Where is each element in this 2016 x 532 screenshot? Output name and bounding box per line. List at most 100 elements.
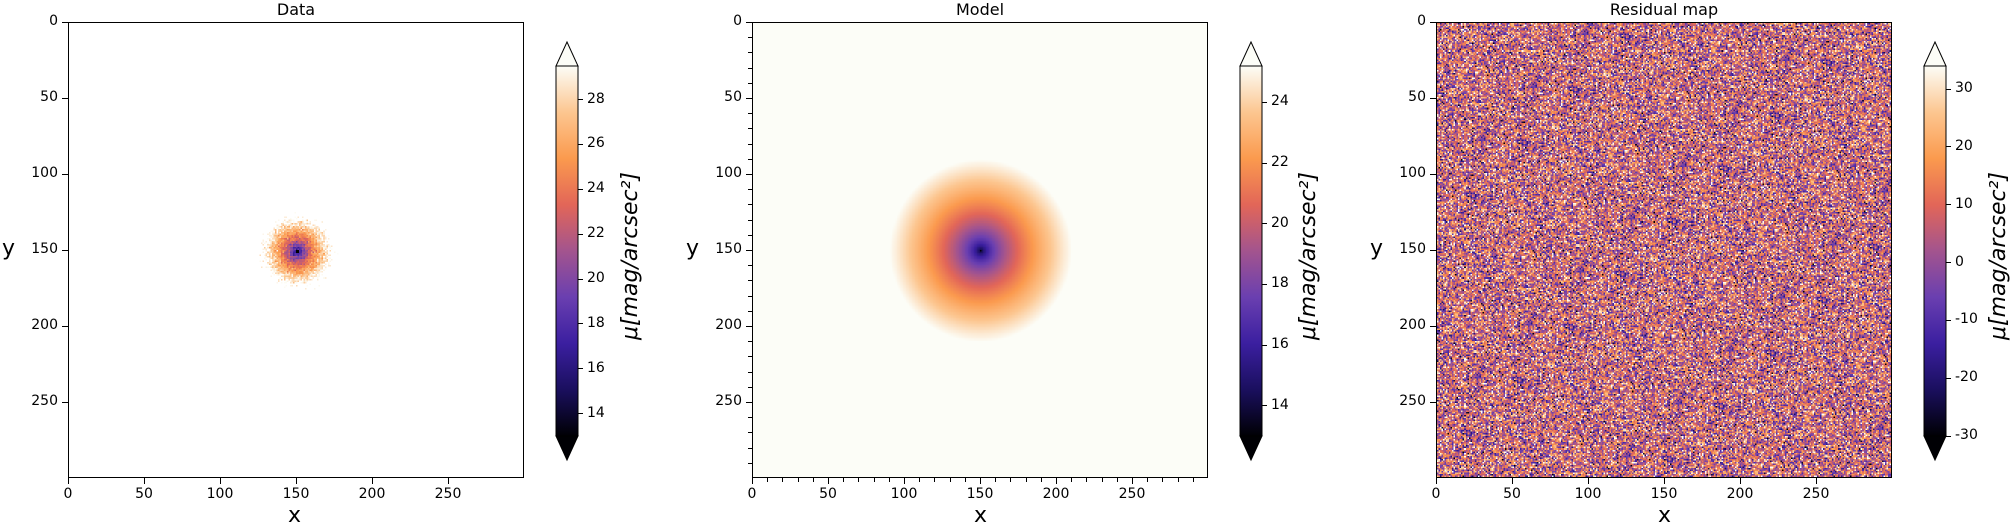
colorbar-tick-mark [1946,262,1951,264]
x-tick-mark [447,478,449,484]
y-tick-mark [1430,97,1436,99]
colorbar-tick-label: -20 [1955,369,1978,386]
colorbar-tick-mark [1262,344,1267,346]
y-minor-tick [748,219,752,221]
y-tick-mark [1430,401,1436,403]
x-minor-tick [964,478,966,482]
x-tick-mark [1663,478,1665,484]
chart-title: Data [276,0,316,19]
y-tick-mark [746,173,752,175]
x-minor-tick [1025,478,1027,482]
chart-title: Residual map [1609,0,1719,19]
y-minor-tick [748,386,752,388]
x-tick-label: 50 [135,486,153,502]
colorbar-tick-mark [1262,283,1267,285]
y-minor-tick [748,447,752,449]
x-tick-label: 250 [1802,486,1830,502]
colorbar-tick-label: 16 [1271,336,1289,353]
colorbar-gradient [556,66,578,436]
colorbar-tick-mark [1946,88,1951,90]
colorbar-extend-max [1923,40,1947,67]
y-tick-mark [1430,325,1436,327]
x-minor-tick [995,478,997,482]
colorbar-tick-label: 18 [587,314,605,331]
colorbar-label: μ[mag/arcsec²] [1986,172,2011,340]
y-tick-label: 250 [1399,393,1426,409]
colorbar-tick-label: 24 [587,180,605,197]
colorbar-outline [1239,65,1263,437]
colorbar-tick-mark [1946,435,1951,437]
colorbar-tick-mark [578,368,583,370]
colorbar-tick-mark [578,99,583,101]
colorbar-tick-label: 16 [587,359,605,376]
x-minor-tick [843,478,845,482]
y-minor-tick [748,280,752,282]
x-tick-label: 200 [358,486,386,502]
y-tick-label: 50 [724,89,742,105]
x-minor-tick [1086,478,1088,482]
x-minor-tick [1177,478,1179,482]
heatmap-plot-area [68,22,524,478]
y-minor-tick [748,310,752,312]
y-tick-mark [1430,173,1436,175]
x-tick-label: 200 [1042,486,1070,502]
heatmap-image [753,23,1207,477]
y-tick-mark [1430,249,1436,251]
y-tick-label: 0 [1417,13,1426,29]
x-tick-label: 50 [819,486,837,502]
x-tick-mark [143,478,145,484]
panel-data: Data x y 0 50 100 150 200 250 0 50 100 150 200 250 … [0,0,672,532]
x-tick-mark [219,478,221,484]
x-minor-tick [888,478,890,482]
x-minor-tick [767,478,769,482]
x-tick-mark [903,478,905,484]
colorbar-tick-mark [1262,223,1267,225]
y-tick-mark [62,325,68,327]
x-tick-label: 100 [1574,486,1602,502]
colorbar-tick-mark [578,143,583,145]
x-tick-label: 150 [966,486,994,502]
y-tick-label: 50 [1408,89,1426,105]
y-tick-mark [746,249,752,251]
x-tick-label: 100 [890,486,918,502]
x-minor-tick [858,478,860,482]
colorbar-tick-label: 10 [1955,195,1973,212]
y-minor-tick [748,371,752,373]
x-minor-tick [797,478,799,482]
y-tick-label: 200 [31,317,58,333]
colorbar-tick-label: 28 [587,90,605,107]
colorbar-outline [1923,65,1947,437]
heatmap-plot-area [1436,22,1892,478]
x-tick-label: 250 [434,486,462,502]
y-axis-label: y [1370,236,1384,261]
colorbar-tick-label: -10 [1955,311,1978,328]
x-tick-label: 200 [1726,486,1754,502]
panel-residual: Residual map x y 0 50 100 150 200 250 0 50 100 15… [1368,0,2016,532]
colorbar-tick-label: 22 [1271,154,1289,171]
x-tick-label: 150 [282,486,310,502]
x-minor-tick [1147,478,1149,482]
x-axis-label: x [288,503,302,528]
y-tick-label: 250 [31,393,58,409]
x-tick-label: 150 [1650,486,1678,502]
colorbar-extend-min [1239,435,1263,462]
colorbar-gradient [1924,66,1946,436]
x-axis-label: x [1658,503,1672,528]
y-tick-label: 150 [715,241,742,257]
y-minor-tick [748,67,752,69]
y-tick-label: 200 [715,317,742,333]
colorbar-tick-mark [1262,162,1267,164]
y-tick-label: 100 [1399,165,1426,181]
x-minor-tick [1040,478,1042,482]
y-tick-mark [746,97,752,99]
y-minor-tick [748,356,752,358]
y-tick-mark [62,21,68,23]
heatmap-image [1437,23,1891,477]
x-tick-mark [1055,478,1057,484]
y-axis-label: y [2,236,16,261]
colorbar-tick-label: 26 [587,135,605,152]
colorbar-tick-label: 14 [1271,396,1289,413]
y-minor-tick [748,417,752,419]
x-minor-tick [1071,478,1073,482]
x-axis-label: x [974,503,988,528]
